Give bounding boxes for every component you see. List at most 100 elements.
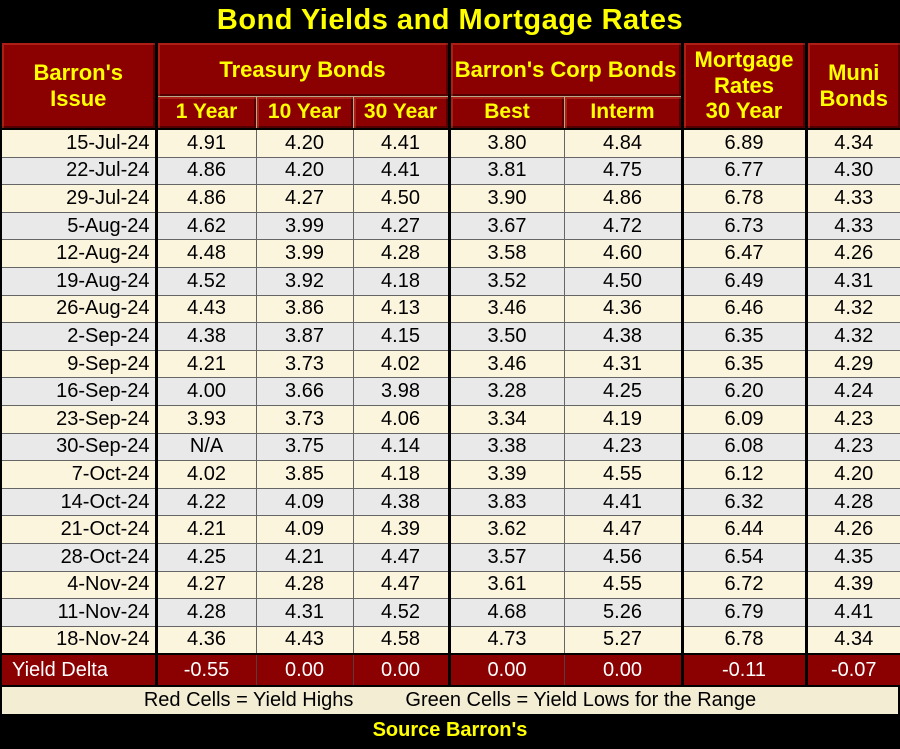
- value-cell: 4.68: [447, 598, 565, 627]
- table-row: 21-Oct-24 4.21 4.09 4.39 3.62 4.47 6.44 4.26: [0, 515, 900, 544]
- value-cell: 4.39: [804, 570, 900, 600]
- value-cell: 6.78: [680, 184, 807, 213]
- header-mortgage-rates-line2: 30 Year: [705, 98, 783, 124]
- value-cell: 6.78: [680, 625, 807, 655]
- value-cell: 4.20: [255, 128, 354, 158]
- value-cell: 6.09: [680, 404, 807, 434]
- value-cell: 4.26: [804, 515, 900, 544]
- value-cell: 3.99: [255, 211, 354, 241]
- value-cell: 4.73: [447, 625, 565, 655]
- value-cell: 4.55: [563, 570, 683, 600]
- value-cell: 4.21: [255, 542, 354, 572]
- value-cell: 6.08: [680, 432, 807, 462]
- value-cell: 4.32: [804, 322, 900, 351]
- header-muni-bonds-line1: Muni: [828, 59, 880, 85]
- value-cell: 4.23: [804, 404, 900, 434]
- table-body: 15-Jul-24 4.91 4.20 4.41 3.80 4.84 6.89 4.34 22-…: [0, 128, 900, 655]
- issue-date-cell: 7-Oct-24: [0, 460, 157, 489]
- issue-date-cell: 30-Sep-24: [0, 432, 157, 462]
- issue-date-cell: 23-Sep-24: [0, 404, 157, 434]
- value-cell: 4.14: [352, 432, 450, 462]
- header-interm: Interm: [563, 96, 683, 130]
- value-cell: 3.52: [447, 266, 565, 296]
- value-cell: 6.79: [680, 598, 807, 627]
- value-cell: 4.18: [352, 460, 450, 489]
- value-cell: 3.80: [447, 128, 565, 158]
- value-cell: 4.09: [255, 487, 354, 517]
- value-cell: 4.19: [563, 404, 683, 434]
- header-corp-bonds: Barron's Corp Bonds: [447, 41, 683, 97]
- value-cell: 6.72: [680, 570, 807, 600]
- value-cell: 4.39: [352, 515, 450, 544]
- title-bar: Bond Yields and Mortgage Rates: [0, 0, 900, 41]
- table-header: Barron's Issue Treasury Bonds Barron's C…: [0, 41, 900, 130]
- value-cell: 4.31: [804, 266, 900, 296]
- value-cell: 4.43: [255, 625, 354, 655]
- header-muni-bonds: Muni Bonds: [804, 41, 900, 130]
- value-cell: 3.58: [447, 239, 565, 268]
- value-cell: 3.81: [447, 156, 565, 186]
- yield-delta-row: Yield Delta -0.55 0.00 0.00 0.00 0.00 -0…: [0, 653, 900, 687]
- value-cell: 3.75: [255, 432, 354, 462]
- value-cell: 3.50: [447, 322, 565, 351]
- value-cell: 4.50: [352, 184, 450, 213]
- value-cell: 4.28: [352, 239, 450, 268]
- value-cell: 4.41: [352, 128, 450, 158]
- value-cell: 3.62: [447, 515, 565, 544]
- value-cell: 3.66: [255, 377, 354, 406]
- bond-yields-table: Barron's Issue Treasury Bonds Barron's C…: [0, 41, 900, 688]
- value-cell: 4.06: [352, 404, 450, 434]
- issue-date-cell: 22-Jul-24: [0, 156, 157, 186]
- value-cell: 4.23: [804, 432, 900, 462]
- value-cell: 5.26: [563, 598, 683, 627]
- value-cell: 6.54: [680, 542, 807, 572]
- value-cell: 3.28: [447, 377, 565, 406]
- value-cell: 6.20: [680, 377, 807, 406]
- value-cell: 4.29: [804, 349, 900, 379]
- value-cell: 4.22: [154, 487, 257, 517]
- value-cell: 4.60: [563, 239, 683, 268]
- table-row: 5-Aug-24 4.62 3.99 4.27 3.67 4.72 6.73 4.33: [0, 211, 900, 241]
- table-row: 19-Aug-24 4.52 3.92 4.18 3.52 4.50 6.49 4.31: [0, 266, 900, 296]
- table-row: 12-Aug-24 4.48 3.99 4.28 3.58 4.60 6.47 4.26: [0, 239, 900, 268]
- legend-green-cells: Green Cells = Yield Lows for the Range: [405, 689, 757, 712]
- delta-10-year: 0.00: [255, 653, 354, 687]
- value-cell: 4.52: [154, 266, 257, 296]
- legend-red-cells: Red Cells = Yield Highs: [143, 689, 354, 712]
- delta-30-year: 0.00: [352, 653, 450, 687]
- value-cell: 4.15: [352, 322, 450, 351]
- issue-date-cell: 11-Nov-24: [0, 598, 157, 627]
- header-treasury-bonds: Treasury Bonds: [154, 41, 450, 97]
- value-cell: 4.27: [255, 184, 354, 213]
- value-cell: 4.47: [352, 542, 450, 572]
- value-cell: 3.98: [352, 377, 450, 406]
- issue-date-cell: 28-Oct-24: [0, 542, 157, 572]
- value-cell: 4.41: [563, 487, 683, 517]
- delta-best: 0.00: [447, 653, 565, 687]
- value-cell: 4.13: [352, 294, 450, 324]
- value-cell: 3.73: [255, 349, 354, 379]
- table-row: 23-Sep-24 3.93 3.73 4.06 3.34 4.19 6.09 4.23: [0, 404, 900, 434]
- value-cell: 4.86: [154, 156, 257, 186]
- value-cell: 4.27: [154, 570, 257, 600]
- value-cell: 4.09: [255, 515, 354, 544]
- value-cell: 4.38: [352, 487, 450, 517]
- header-barrons-issue-line1: Barron's: [33, 59, 124, 85]
- source-bar: Source Barron's: [0, 716, 900, 749]
- value-cell: 6.77: [680, 156, 807, 186]
- table-row: 7-Oct-24 4.02 3.85 4.18 3.39 4.55 6.12 4.20: [0, 460, 900, 489]
- value-cell: 6.73: [680, 211, 807, 241]
- value-cell: 3.99: [255, 239, 354, 268]
- value-cell: 4.75: [563, 156, 683, 186]
- value-cell: 3.92: [255, 266, 354, 296]
- table-row: 15-Jul-24 4.91 4.20 4.41 3.80 4.84 6.89 4.34: [0, 128, 900, 158]
- value-cell: 4.28: [804, 487, 900, 517]
- value-cell: 4.23: [563, 432, 683, 462]
- table-row: 9-Sep-24 4.21 3.73 4.02 3.46 4.31 6.35 4.29: [0, 349, 900, 379]
- value-cell: 4.25: [563, 377, 683, 406]
- value-cell: 6.32: [680, 487, 807, 517]
- issue-date-cell: 2-Sep-24: [0, 322, 157, 351]
- issue-date-cell: 9-Sep-24: [0, 349, 157, 379]
- value-cell: 4.21: [154, 515, 257, 544]
